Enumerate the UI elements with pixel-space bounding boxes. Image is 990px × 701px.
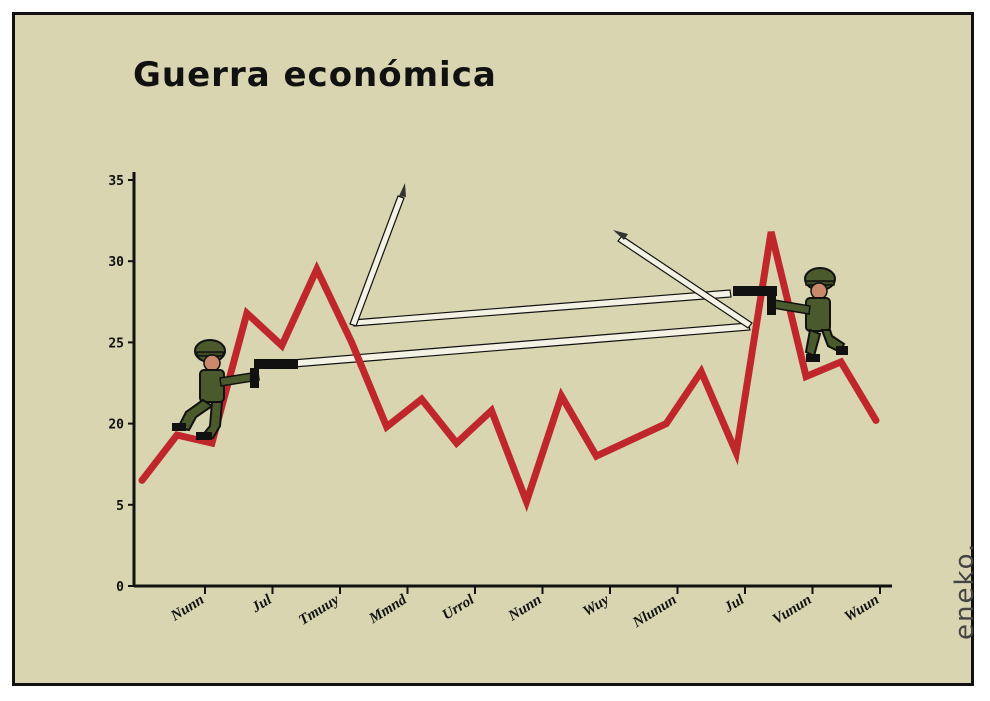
x-tick-label: Nlunun (629, 592, 679, 632)
page-title: Guerra económica (133, 55, 497, 95)
y-tick-label: 30 (108, 255, 124, 270)
bullet-icon (399, 183, 406, 197)
trail-upward (349, 195, 405, 327)
y-tick-label: 25 (108, 336, 124, 351)
x-tick-label: Urrol (440, 591, 478, 623)
trail-leftward (617, 235, 753, 329)
x-tick-label: Nunn (167, 592, 207, 625)
y-tick-label: 0 (116, 580, 124, 595)
x-tick-label: Jul (721, 591, 748, 616)
series-line (138, 231, 880, 512)
soldier-left-icon (172, 339, 298, 440)
x-tick-label: Jul (248, 591, 275, 616)
x-tick-label: Mmnd (366, 592, 410, 628)
y-tick-label: 35 (108, 174, 124, 189)
signature: eneko. (950, 541, 980, 640)
soldier-right-icon (733, 267, 848, 362)
x-tick-label: Tmuuy (296, 592, 342, 629)
y-tick-label: 5 (116, 499, 124, 514)
y-tick-label: 20 (108, 418, 124, 433)
x-tick-label: Vunun (770, 592, 815, 628)
trail-right-to-left (351, 289, 732, 327)
x-tick-label: Nunn (505, 592, 545, 625)
bullet-trails (291, 195, 753, 368)
x-tick-label: Wuun (842, 592, 882, 625)
bullet-icon (613, 230, 628, 240)
x-tick-label: Wuy (580, 592, 612, 620)
